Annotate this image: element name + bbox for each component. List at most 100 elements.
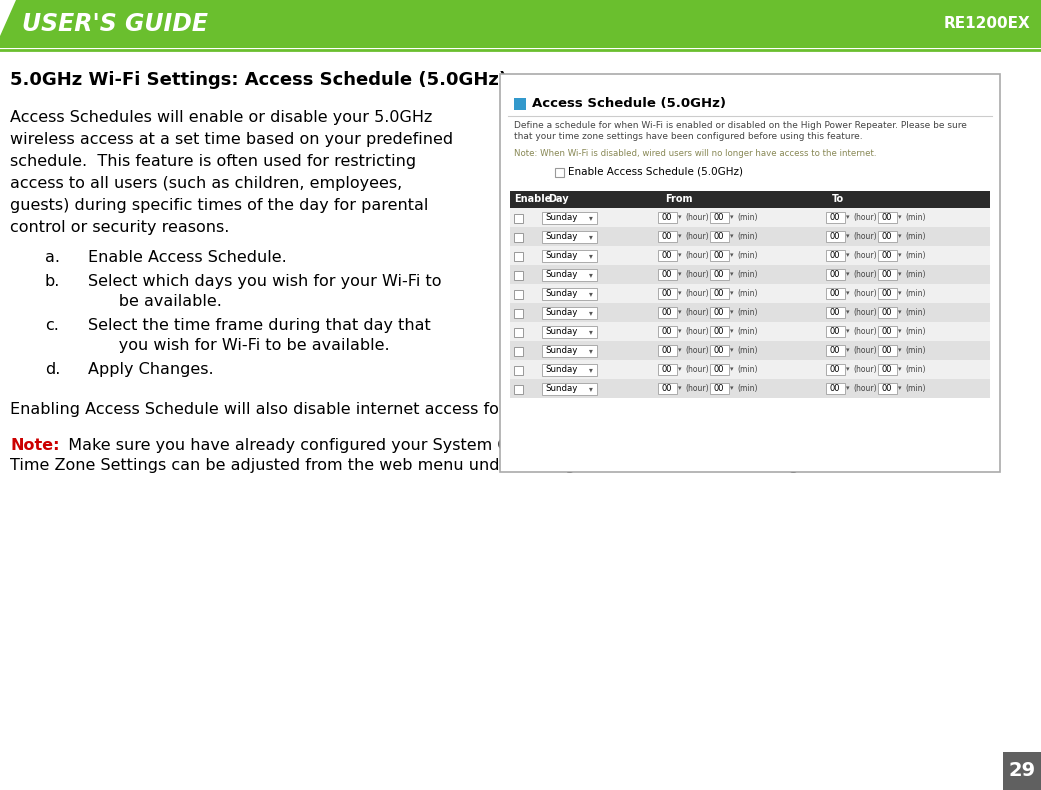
Bar — [710, 307, 729, 318]
Text: 00: 00 — [713, 289, 723, 298]
Text: ▾: ▾ — [898, 329, 902, 334]
Text: 00: 00 — [829, 308, 839, 317]
Bar — [514, 232, 523, 242]
Text: Enabling Access Schedule will also disable internet access for wired connections: Enabling Access Schedule will also disab… — [10, 402, 807, 417]
Bar — [542, 231, 596, 243]
Text: Sunday: Sunday — [545, 384, 578, 393]
Bar — [826, 364, 845, 375]
Text: ▾: ▾ — [589, 308, 593, 317]
Text: (min): (min) — [905, 384, 925, 393]
Text: 00: 00 — [881, 384, 891, 393]
Text: 5.0GHz Wi-Fi Settings: Access Schedule (5.0GHz): 5.0GHz Wi-Fi Settings: Access Schedule (… — [10, 71, 507, 89]
Bar — [510, 246, 990, 265]
Text: 00: 00 — [661, 384, 671, 393]
Text: (min): (min) — [905, 213, 925, 222]
Text: (min): (min) — [737, 346, 758, 355]
Text: (hour): (hour) — [685, 365, 709, 374]
Bar — [0, 0, 1041, 48]
Bar — [514, 309, 523, 318]
Text: ▾: ▾ — [589, 232, 593, 241]
Text: (min): (min) — [905, 232, 925, 241]
Bar — [658, 269, 677, 280]
Text: 00: 00 — [661, 251, 671, 260]
Text: ▾: ▾ — [730, 234, 734, 239]
Text: ▾: ▾ — [846, 215, 849, 220]
Text: 00: 00 — [829, 327, 839, 336]
Text: ▾: ▾ — [589, 270, 593, 279]
Bar — [510, 265, 990, 284]
Text: (hour): (hour) — [685, 308, 709, 317]
Bar — [826, 288, 845, 299]
Text: ▾: ▾ — [730, 329, 734, 334]
Text: guests) during specific times of the day for parental: guests) during specific times of the day… — [10, 198, 429, 213]
Text: (hour): (hour) — [853, 384, 877, 393]
Text: ▾: ▾ — [898, 215, 902, 220]
Bar — [710, 288, 729, 299]
Text: (min): (min) — [905, 346, 925, 355]
Text: 29: 29 — [1009, 762, 1036, 781]
Text: ▾: ▾ — [846, 386, 849, 392]
Text: (hour): (hour) — [685, 270, 709, 279]
Text: RE1200EX: RE1200EX — [943, 17, 1030, 32]
Text: Time Zone Settings can be adjusted from the web menu under Management > Time Zon: Time Zone Settings can be adjusted from … — [10, 458, 812, 473]
Text: ▾: ▾ — [898, 253, 902, 258]
Bar — [510, 322, 990, 341]
Text: 00: 00 — [881, 365, 891, 374]
Text: Sunday: Sunday — [545, 270, 578, 279]
Text: ▾: ▾ — [678, 272, 682, 277]
Text: 00: 00 — [881, 232, 891, 241]
Text: Enable: Enable — [514, 194, 552, 205]
Bar — [710, 345, 729, 356]
Text: ▾: ▾ — [898, 386, 902, 392]
Text: Define a schedule for when Wi-Fi is enabled or disabled on the High Power Repeat: Define a schedule for when Wi-Fi is enab… — [514, 121, 967, 130]
Text: ▾: ▾ — [730, 253, 734, 258]
Bar — [514, 347, 523, 356]
Text: (hour): (hour) — [853, 289, 877, 298]
Text: (min): (min) — [737, 251, 758, 260]
Bar — [826, 326, 845, 337]
Bar — [510, 191, 990, 208]
Text: ▾: ▾ — [589, 213, 593, 222]
Text: (min): (min) — [737, 232, 758, 241]
Text: ▾: ▾ — [898, 348, 902, 353]
Text: (hour): (hour) — [685, 346, 709, 355]
Bar — [510, 208, 990, 227]
Text: ▾: ▾ — [730, 348, 734, 353]
Text: ▾: ▾ — [846, 253, 849, 258]
Bar — [826, 269, 845, 280]
Text: ▾: ▾ — [589, 384, 593, 393]
Text: ▾: ▾ — [846, 291, 849, 296]
Bar — [826, 250, 845, 261]
Text: (min): (min) — [737, 327, 758, 336]
Text: To: To — [832, 194, 844, 205]
Text: Select which days you wish for your Wi-Fi to: Select which days you wish for your Wi-F… — [88, 274, 441, 289]
Text: 00: 00 — [881, 327, 891, 336]
Text: 00: 00 — [661, 308, 671, 317]
Bar — [542, 307, 596, 318]
Text: a.: a. — [45, 250, 60, 265]
Text: ▾: ▾ — [730, 215, 734, 220]
Bar — [826, 307, 845, 318]
Bar — [542, 250, 596, 261]
Text: ▾: ▾ — [678, 234, 682, 239]
Bar — [514, 270, 523, 280]
Text: 00: 00 — [829, 251, 839, 260]
Text: Access Schedule (5.0GHz): Access Schedule (5.0GHz) — [532, 96, 726, 110]
Bar — [878, 383, 897, 394]
Text: (min): (min) — [905, 327, 925, 336]
Text: (min): (min) — [905, 289, 925, 298]
Text: 00: 00 — [829, 270, 839, 279]
Text: ▾: ▾ — [678, 215, 682, 220]
Text: ▾: ▾ — [589, 365, 593, 374]
Text: ▾: ▾ — [678, 386, 682, 392]
Bar — [658, 212, 677, 223]
Text: 00: 00 — [661, 289, 671, 298]
Bar — [710, 364, 729, 375]
Text: (min): (min) — [737, 365, 758, 374]
Text: Access Schedules will enable or disable your 5.0GHz: Access Schedules will enable or disable … — [10, 110, 432, 125]
Text: ▾: ▾ — [589, 346, 593, 355]
Text: Note: When Wi-Fi is disabled, wired users will no longer have access to the inte: Note: When Wi-Fi is disabled, wired user… — [514, 149, 877, 158]
Text: From: From — [665, 194, 692, 205]
Text: ▾: ▾ — [589, 327, 593, 336]
Text: (hour): (hour) — [853, 327, 877, 336]
